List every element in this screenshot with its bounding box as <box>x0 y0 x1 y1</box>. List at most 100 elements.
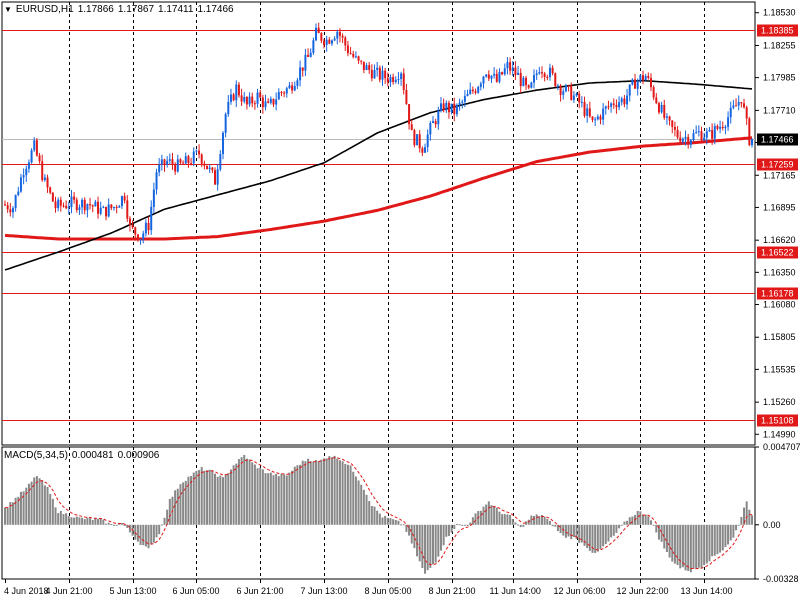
bull-candle-body <box>168 159 171 161</box>
bull-candle-body <box>33 140 36 151</box>
macd-histogram-bar <box>102 519 105 525</box>
macd-histogram-bar <box>349 465 352 525</box>
bear-candle-body <box>54 201 57 209</box>
macd-histogram-bar <box>716 524 719 555</box>
macd-histogram-bar <box>618 524 621 529</box>
bear-candle-body <box>272 98 275 105</box>
level-price-tag <box>757 246 798 259</box>
macd-histogram-bar <box>27 483 30 525</box>
bull-candle-body <box>445 102 448 111</box>
macd-histogram-bar <box>729 524 732 541</box>
bear-candle-body <box>136 234 139 241</box>
macd-histogram-bar <box>453 524 456 530</box>
bull-candle-body <box>99 207 102 214</box>
macd-histogram-bar <box>647 516 650 525</box>
bear-candle-body <box>543 73 546 77</box>
macd-histogram-bar <box>381 517 384 525</box>
bear-candle-body <box>320 33 323 41</box>
bear-candle-body <box>591 116 594 120</box>
macd-histogram-bar <box>538 516 541 525</box>
bear-candle-body <box>745 107 748 119</box>
bull-candle-body <box>708 129 711 132</box>
dropdown-triangle-icon[interactable]: ▼ <box>4 5 12 14</box>
bear-candle-body <box>743 103 746 108</box>
bear-candle-body <box>41 161 44 181</box>
macd-histogram-bar <box>697 524 700 568</box>
bull-candle-body <box>636 80 639 89</box>
macd-histogram-bar <box>506 514 509 525</box>
macd-histogram-bar <box>543 516 546 525</box>
macd-histogram-bar <box>604 524 607 545</box>
macd-histogram-bar <box>671 524 674 562</box>
macd-histogram-bar <box>546 518 549 525</box>
macd-header: MACD(5,34,5) 0.000481 0.000906 <box>4 450 159 461</box>
macd-histogram-bar <box>673 524 676 564</box>
bear-candle-body <box>280 92 283 94</box>
open-value: 1.17866 <box>77 4 114 15</box>
bull-candle-body <box>522 77 525 87</box>
bull-candle-body <box>221 132 224 155</box>
macd-histogram-bar <box>57 513 60 525</box>
macd-histogram-bar <box>105 523 108 525</box>
macd-histogram-bar <box>67 516 70 525</box>
bear-candle-body <box>126 200 129 219</box>
bear-candle-body <box>554 73 557 86</box>
macd-histogram-bar <box>182 482 185 525</box>
bear-candle-body <box>615 105 618 108</box>
macd-histogram-bar <box>19 491 22 525</box>
bull-candle-body <box>86 204 89 211</box>
bear-candle-body <box>123 196 126 201</box>
bull-candle-body <box>94 201 97 207</box>
bear-candle-body <box>9 209 12 213</box>
symbol-label: EURUSD,H1 <box>15 4 74 15</box>
macd-histogram-bar <box>463 524 466 526</box>
bear-candle-body <box>174 164 177 172</box>
macd-histogram-bar <box>312 461 315 525</box>
macd-histogram-bar <box>743 507 746 525</box>
macd-histogram-bar <box>695 524 698 569</box>
macd-histogram-bar <box>83 519 86 525</box>
macd-histogram-bar <box>740 517 743 525</box>
macd-histogram-bar <box>139 524 142 545</box>
bull-candle-body <box>160 159 163 165</box>
macd-histogram-bar <box>46 486 49 525</box>
macd-histogram-bar <box>283 474 286 525</box>
y-tick-label: 1.15260 <box>763 397 796 407</box>
macd-histogram-bar <box>59 510 62 525</box>
macd-histogram-bar <box>184 480 187 525</box>
bull-candle-body <box>705 131 708 138</box>
macd-histogram-bar <box>442 524 445 546</box>
bull-candle-body <box>248 96 251 105</box>
macd-histogram-bar <box>631 516 634 525</box>
bear-candle-body <box>344 37 347 46</box>
macd-histogram-bar <box>434 524 437 563</box>
macd-histogram-bar <box>559 524 562 534</box>
macd-histogram-bar <box>365 494 368 525</box>
macd-histogram-bar <box>240 457 243 525</box>
macd-y-tick-label: 0.00 <box>763 520 781 530</box>
macd-histogram-bar <box>551 524 554 527</box>
macd-histogram-bar <box>519 524 522 528</box>
bear-candle-body <box>211 167 214 171</box>
macd-histogram-bar <box>89 518 92 525</box>
macd-histogram-bar <box>357 480 360 525</box>
bear-candle-body <box>6 205 9 210</box>
macd-histogram-bar <box>389 518 392 525</box>
macd-histogram-bar <box>187 476 190 525</box>
macd-histogram-bar <box>81 517 84 525</box>
bear-candle-body <box>657 103 660 113</box>
macd-histogram-bar <box>479 510 482 525</box>
bear-candle-body <box>283 92 286 94</box>
bear-candle-body <box>51 192 54 202</box>
macd-histogram-bar <box>123 524 126 527</box>
bear-candle-body <box>711 129 714 139</box>
bear-candle-body <box>97 201 100 214</box>
macd-histogram-bar <box>514 522 517 525</box>
bear-candle-body <box>352 53 355 57</box>
macd-histogram-bar <box>245 458 248 525</box>
macd-histogram-bar <box>163 517 166 525</box>
bear-candle-body <box>62 205 65 207</box>
bear-candle-body <box>368 65 371 70</box>
bear-candle-body <box>570 85 573 100</box>
